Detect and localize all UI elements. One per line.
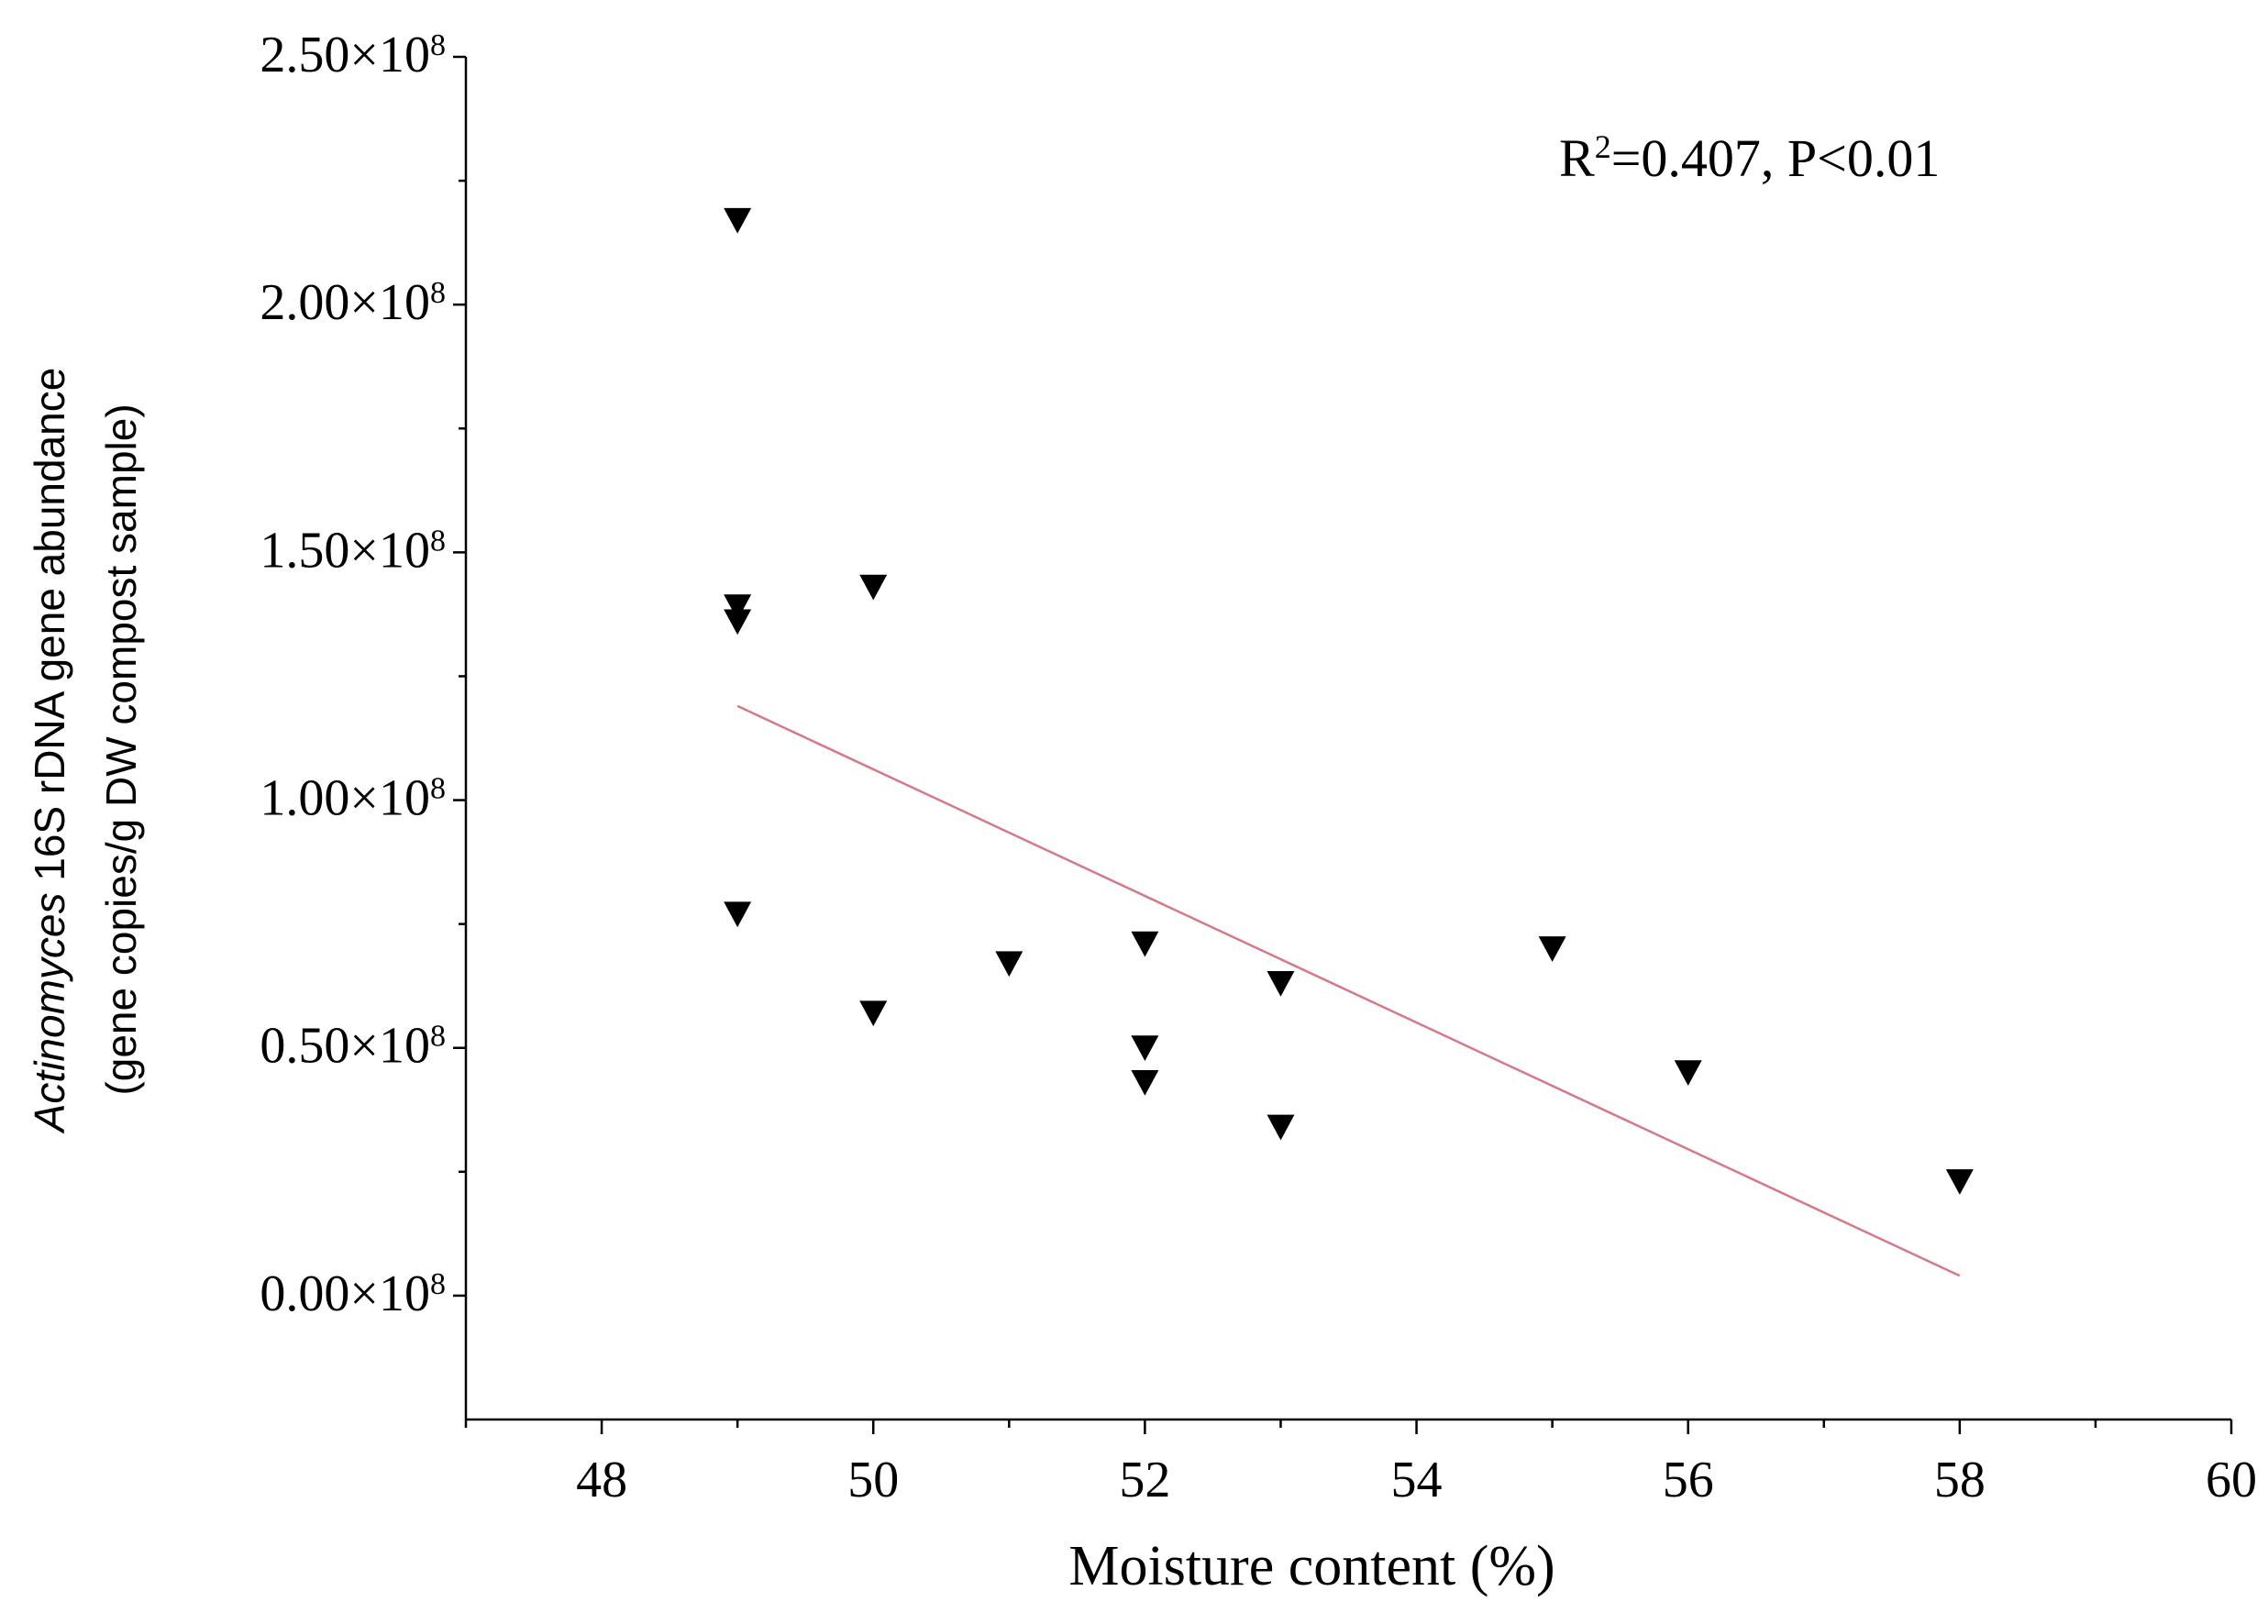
y-axis-label-line2: (gene copies/g DW compost sample) (97, 403, 145, 1095)
y-tick-exponent: 8 (430, 276, 446, 310)
y-tick-mantissa: 0.00 (260, 1265, 349, 1322)
y-tick-exponent: 8 (430, 771, 446, 805)
data-point (724, 901, 752, 928)
y-tick-mantissa: 1.50 (260, 522, 349, 579)
data-point (859, 574, 888, 601)
data-point (1131, 1070, 1159, 1096)
annotation-rest: =0.407, P<0.01 (1611, 128, 1941, 188)
data-point (1131, 1035, 1159, 1061)
annotation-superscript: 2 (1595, 128, 1611, 165)
data-point (995, 951, 1023, 978)
trendline (736, 704, 1961, 1277)
r-squared-annotation: R2=0.407, P<0.01 (1559, 128, 1940, 188)
x-tick-label: 60 (2206, 1452, 2257, 1508)
data-point (1538, 936, 1566, 962)
y-tick-label: 0.00×108 (260, 1265, 446, 1322)
y-tick-label: 2.50×108 (260, 27, 446, 83)
y-tick-times: ×10 (349, 27, 430, 83)
data-point (859, 1000, 888, 1027)
y-axis-label-rest: 16S rDNA gene abundance (26, 368, 73, 893)
y-tick-label: 1.00×108 (260, 770, 446, 827)
y-axis-label-italic: Actinomyces (26, 893, 73, 1135)
y-tick-times: ×10 (349, 1018, 430, 1075)
y-tick-label: 2.00×108 (260, 274, 446, 331)
y-tick-exponent: 8 (430, 1266, 446, 1300)
data-point (1131, 931, 1159, 957)
y-tick-exponent: 8 (430, 524, 446, 558)
y-tick-exponent: 8 (430, 1019, 446, 1053)
y-tick-mantissa: 1.00 (260, 770, 349, 827)
y-tick-mantissa: 2.50 (260, 27, 349, 83)
data-point (724, 207, 752, 234)
x-tick-label: 58 (1934, 1452, 1986, 1508)
y-axis-label: Actinomyces 16S rDNA gene abundance (26, 368, 73, 1135)
x-tick-label: 52 (1119, 1452, 1170, 1508)
y-tick-times: ×10 (349, 1265, 430, 1322)
trendline-group (736, 704, 1961, 1277)
x-ticks: 48 50 52 54 56 58 60 (464, 1420, 2257, 1508)
data-point (1945, 1169, 1974, 1195)
annotation-r: R (1559, 128, 1595, 188)
data-point (1674, 1060, 1702, 1086)
y-tick-label: 1.50×108 (260, 522, 446, 579)
y-tick-mantissa: 0.50 (260, 1018, 349, 1075)
data-point (724, 609, 752, 635)
y-tick-times: ×10 (349, 522, 430, 579)
x-tick-label: 56 (1663, 1452, 1714, 1508)
x-tick-label: 54 (1391, 1452, 1443, 1508)
y-tick-mantissa: 2.00 (260, 274, 349, 331)
data-point (724, 594, 752, 621)
x-tick-label: 50 (847, 1452, 899, 1508)
axes (464, 57, 2231, 1421)
y-tick-times: ×10 (349, 274, 430, 331)
x-axis-label: Moisture content (%) (1068, 1535, 1554, 1597)
data-point (1267, 1114, 1295, 1141)
y-tick-label: 0.50×108 (260, 1018, 446, 1075)
data-point (1267, 970, 1295, 997)
y-ticks: 0.00×1080.50×1081.00×1081.50×1082.00×108… (260, 27, 466, 1322)
x-tick-label: 48 (576, 1452, 627, 1508)
y-tick-exponent: 8 (430, 28, 446, 62)
y-tick-times: ×10 (349, 770, 430, 827)
data-points (724, 207, 1974, 1195)
